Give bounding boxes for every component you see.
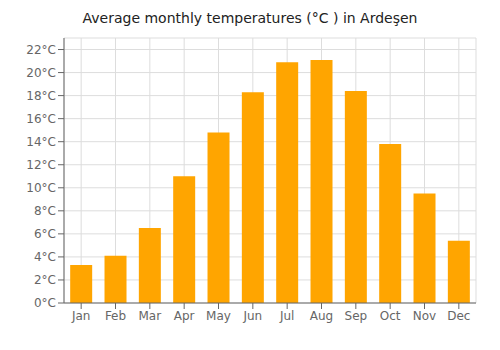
svg-text:Aug: Aug: [310, 309, 333, 323]
svg-text:Dec: Dec: [447, 309, 470, 323]
svg-text:2°C: 2°C: [34, 273, 56, 287]
svg-text:18°C: 18°C: [26, 89, 56, 103]
svg-text:10°C: 10°C: [26, 181, 56, 195]
svg-text:0°C: 0°C: [34, 296, 56, 310]
svg-text:6°C: 6°C: [34, 227, 56, 241]
svg-text:22°C: 22°C: [26, 43, 56, 57]
svg-text:20°C: 20°C: [26, 66, 56, 80]
svg-text:4°C: 4°C: [34, 250, 56, 264]
html-text:Average monthly temperatures (: Average monthly temperatures (°C ) in Ar…: [82, 10, 418, 26]
svg-text:Oct: Oct: [380, 309, 401, 323]
svg-text:14°C: 14°C: [26, 135, 56, 149]
svg-text:Nov: Nov: [413, 309, 436, 323]
svg-text:Feb: Feb: [105, 309, 126, 323]
svg-text:Jun: Jun: [242, 309, 262, 323]
svg-text:Apr: Apr: [174, 309, 195, 323]
svg-text:Jan: Jan: [71, 309, 91, 323]
svg-text:12°C: 12°C: [26, 158, 56, 172]
svg-text:Jul: Jul: [279, 309, 294, 323]
svg-text:16°C: 16°C: [26, 112, 56, 126]
svg-text:Sep: Sep: [345, 309, 368, 323]
svg-text:8°C: 8°C: [34, 204, 56, 218]
svg-text:May: May: [206, 309, 231, 323]
svg-text:Mar: Mar: [139, 309, 162, 323]
